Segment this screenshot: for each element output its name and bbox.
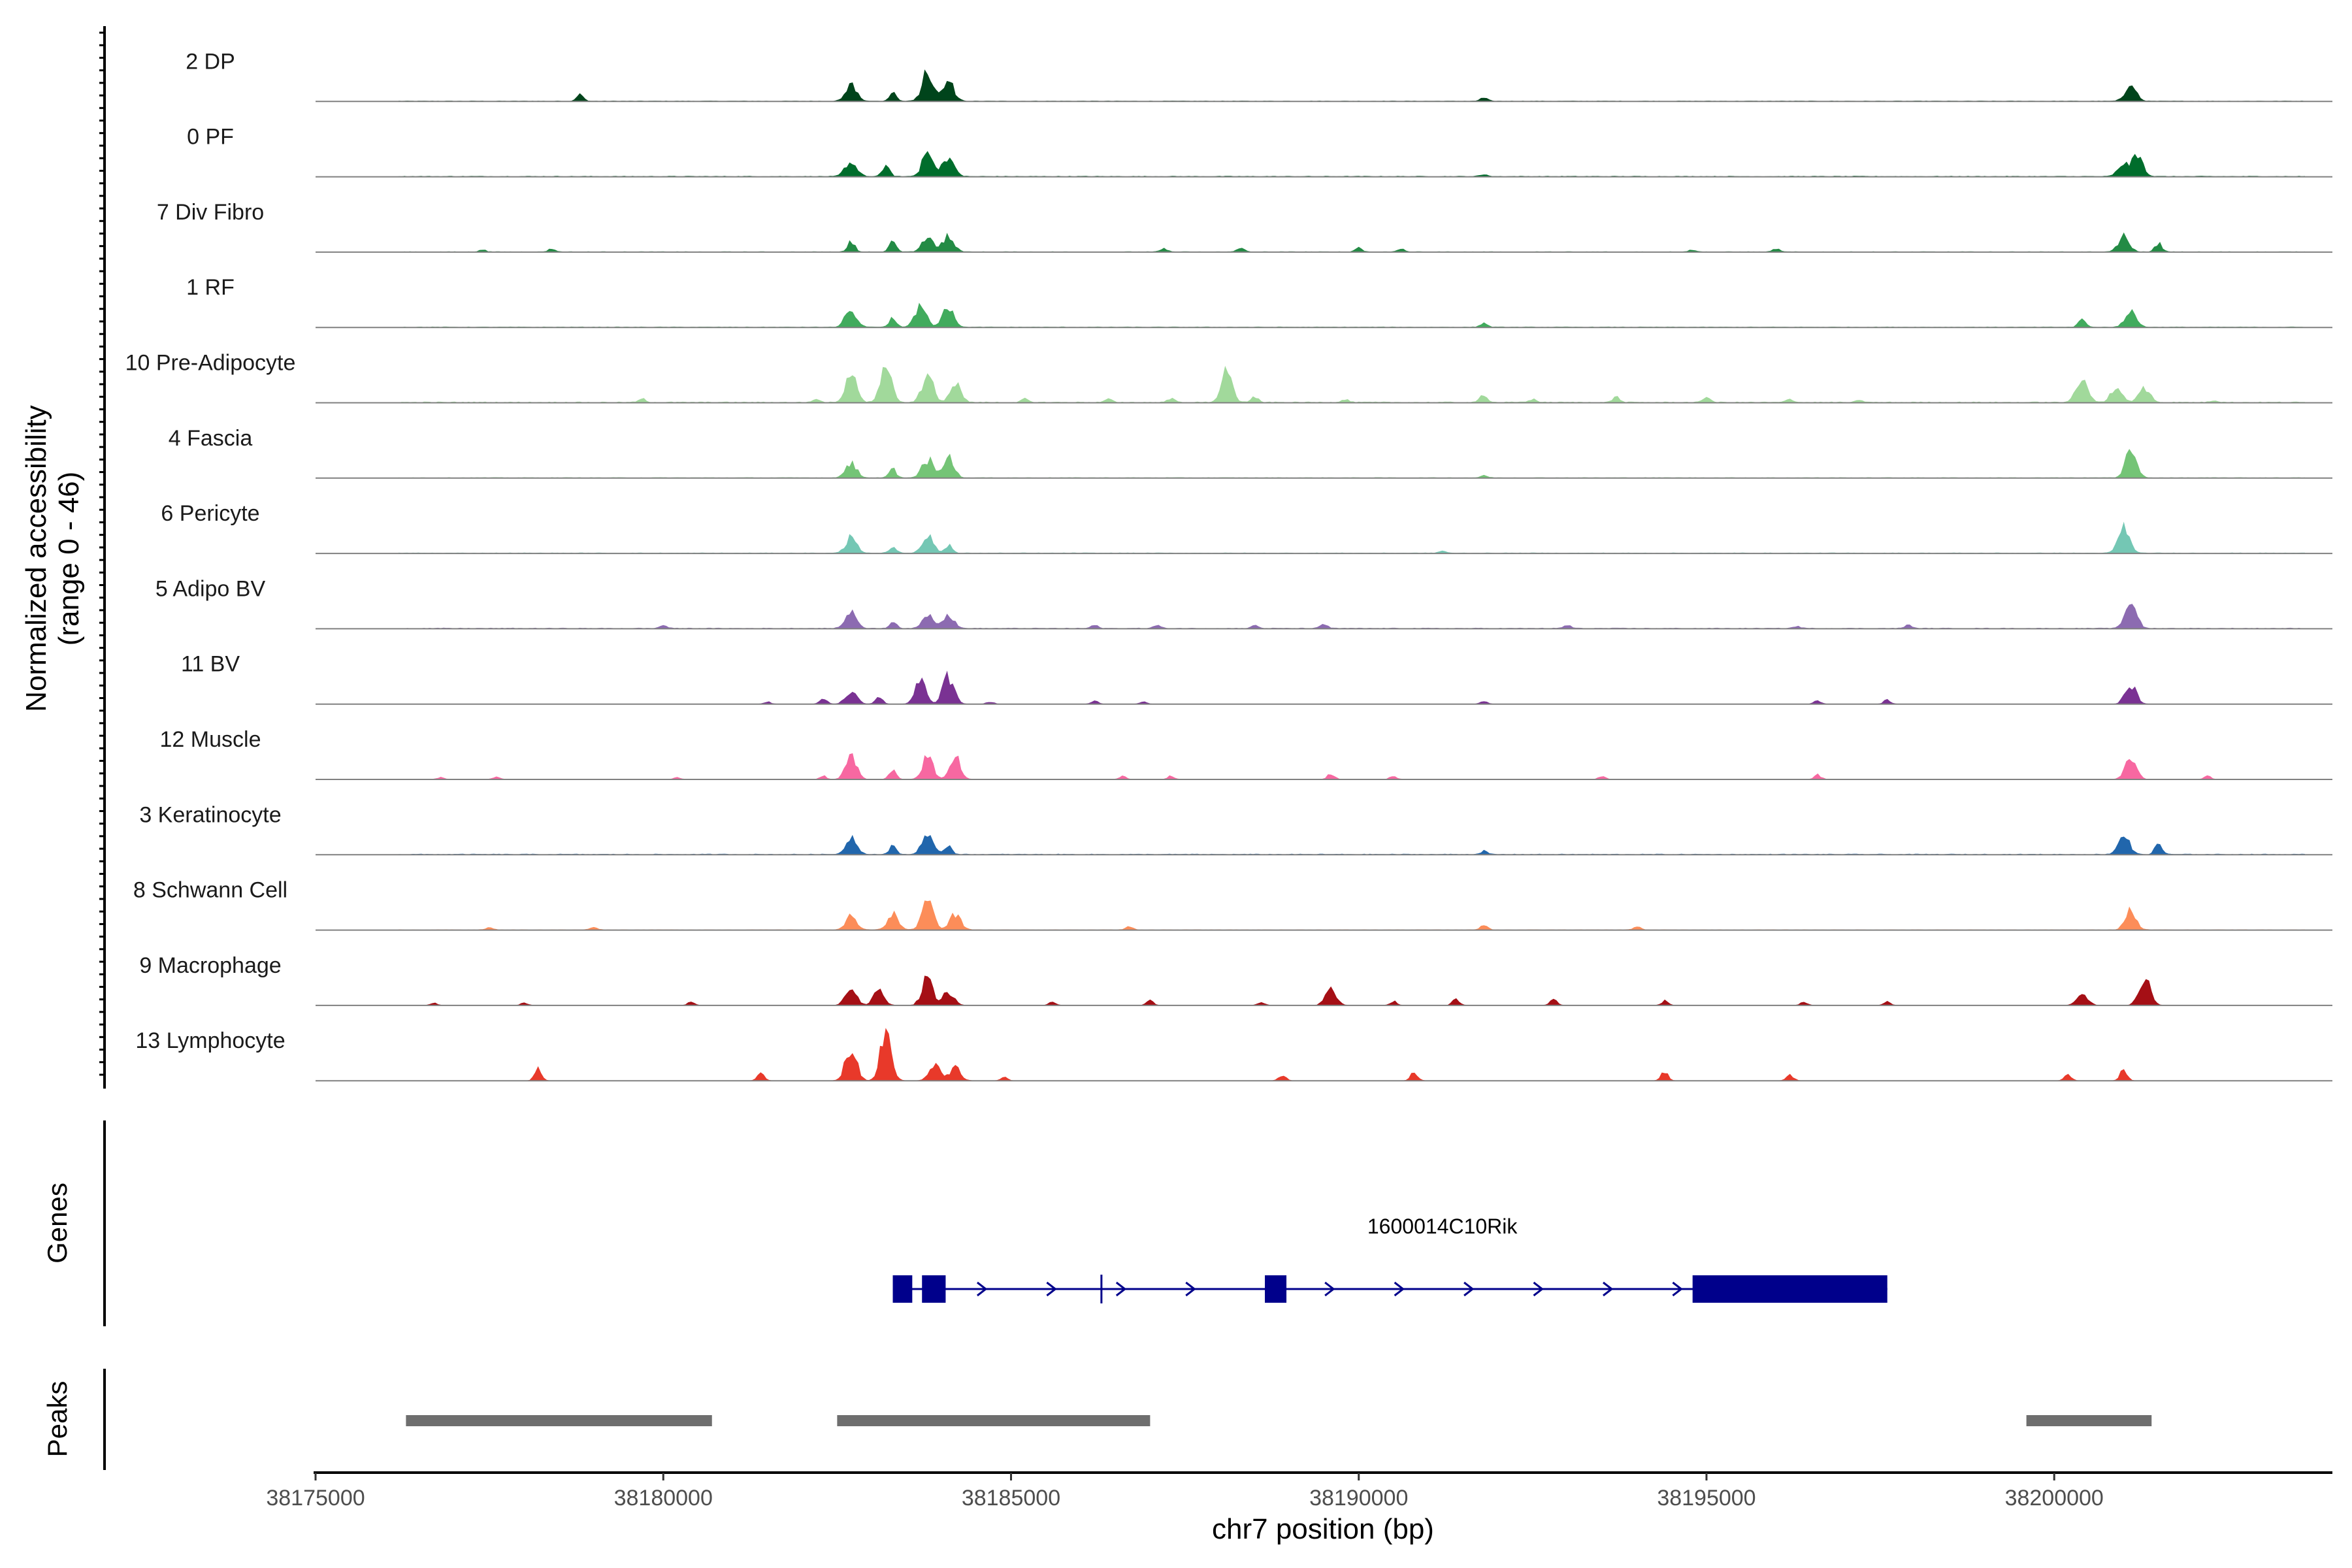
track-13-lymphocyte: 13 Lymphocyte	[135, 1028, 2332, 1082]
coverage-area	[399, 69, 2305, 102]
strand-arrow	[1394, 1281, 1405, 1297]
x-axis-tick-label: 38195000	[1657, 1486, 1756, 1511]
peaks-panel: Peaks	[42, 1369, 2152, 1470]
track-label: 11 BV	[181, 652, 240, 677]
track-8-schwann-cell: 8 Schwann Cell	[133, 878, 2332, 931]
gene-exon	[922, 1275, 946, 1303]
coverage-tracks: 2 DP 0 PF 7 Div Fibro 1 RF 10 Pre-Adipocyte 4…	[125, 49, 2332, 1082]
coverage-area	[399, 521, 2305, 554]
track-label: 10 Pre-Adipocyte	[125, 351, 296, 376]
track-label: 13 Lymphocyte	[135, 1028, 285, 1053]
coverage-area	[399, 900, 2305, 931]
track-1-rf: 1 RF	[186, 275, 2332, 329]
y-axis-title-line1: Normalized accessibility	[20, 405, 52, 711]
track-10-pre-adipocyte: 10 Pre-Adipocyte	[125, 351, 2332, 404]
strand-arrow	[1046, 1281, 1057, 1297]
track-label: 7 Div Fibro	[157, 200, 264, 225]
strand-arrow	[1324, 1281, 1335, 1297]
y-axis-title: Normalized accessibility (range 0 - 46)	[20, 405, 85, 711]
track-label: 4 Fascia	[169, 426, 253, 451]
coverage-area	[399, 365, 2305, 404]
track-11-bv: 11 BV	[181, 652, 2332, 705]
track-label: 8 Schwann Cell	[133, 878, 287, 903]
coverage-area	[399, 232, 2305, 253]
track-label: 9 Macrophage	[139, 953, 281, 978]
coverage-area	[399, 834, 2305, 855]
coverage-area	[399, 151, 2305, 178]
y-axis-title-line2: (range 0 - 46)	[53, 472, 85, 646]
track-2-dp: 2 DP	[186, 49, 2332, 103]
track-label: 6 Pericyte	[161, 501, 259, 526]
strand-arrow	[1603, 1281, 1614, 1297]
track-label: 1 RF	[186, 275, 235, 300]
x-axis-tick-label: 38200000	[2005, 1486, 2104, 1511]
coverage-area	[399, 753, 2305, 780]
x-axis-tick-label: 38185000	[962, 1486, 1060, 1511]
track-4-fascia: 4 Fascia	[169, 426, 2332, 479]
gene-exon	[892, 1275, 913, 1303]
coverage-area	[399, 1028, 2305, 1081]
track-label: 2 DP	[186, 49, 235, 74]
track-label: 3 Keratinocyte	[139, 802, 281, 827]
track-6-pericyte: 6 Pericyte	[161, 501, 2332, 555]
genes-panel: Genes 1600014C10Rik	[42, 1120, 1887, 1326]
coverage-area	[399, 449, 2305, 479]
track-5-adipo-bv: 5 Adipo BV	[155, 576, 2332, 630]
gene-model: 1600014C10Rik	[892, 1215, 1887, 1303]
track-label: 5 Adipo BV	[155, 576, 266, 601]
track-7-div-fibro: 7 Div Fibro	[157, 200, 2332, 253]
gene-exon	[1265, 1275, 1287, 1303]
x-axis-tick-label: 38190000	[1309, 1486, 1408, 1511]
x-axis-tick-label: 38180000	[614, 1486, 713, 1511]
strand-arrow	[1115, 1281, 1127, 1297]
gene-name-label: 1600014C10Rik	[1367, 1215, 1518, 1238]
track-9-macrophage: 9 Macrophage	[139, 953, 2332, 1006]
strand-arrow	[1672, 1281, 1683, 1297]
peaks-panel-label: Peaks	[42, 1381, 73, 1458]
coverage-area	[399, 604, 2305, 629]
strand-arrow	[976, 1281, 988, 1297]
track-label: 0 PF	[187, 125, 234, 150]
x-axis-title: chr7 position (bp)	[1212, 1513, 1434, 1545]
strand-arrow	[1533, 1281, 1544, 1297]
x-axis: chr7 position (bp) 38175000 38180000 38185…	[266, 1471, 2332, 1545]
genes-panel-label: Genes	[42, 1183, 73, 1264]
track-3-keratinocyte: 3 Keratinocyte	[139, 802, 2332, 856]
track-12-muscle: 12 Muscle	[160, 727, 2332, 780]
x-axis-tick-label: 38175000	[266, 1486, 365, 1511]
peak-region-bar	[406, 1415, 712, 1426]
strand-arrow	[1185, 1281, 1196, 1297]
gene-exon	[1692, 1275, 1887, 1303]
peak-region-bar	[2026, 1415, 2152, 1426]
track-label: 12 Muscle	[160, 727, 261, 752]
coverage-area	[399, 975, 2305, 1006]
y-axis	[99, 26, 106, 1089]
coverage-area	[399, 302, 2305, 328]
strand-arrow	[1463, 1281, 1475, 1297]
coverage-area	[399, 670, 2305, 705]
peak-region-bar	[837, 1415, 1151, 1426]
track-0-pf: 0 PF	[187, 125, 2332, 178]
